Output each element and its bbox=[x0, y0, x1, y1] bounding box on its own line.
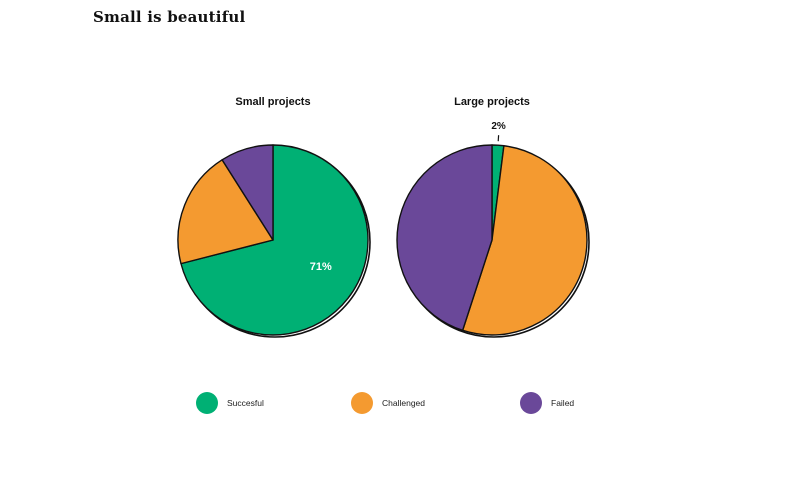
pie-slice-small-challenged bbox=[177, 159, 274, 265]
legend: Succesful Challenged Failed bbox=[0, 392, 800, 416]
pie-title-small: Small projects bbox=[235, 96, 310, 108]
legend-swatch-successful bbox=[196, 392, 218, 414]
legend-label-successful: Succesful bbox=[227, 398, 264, 408]
pie-small: Small projects 71% bbox=[177, 96, 371, 338]
pie-large: Large projects 2% bbox=[396, 96, 590, 338]
pie-slice-small-failed bbox=[221, 144, 274, 241]
pie-title-large: Large projects bbox=[454, 96, 530, 108]
legend-label-challenged: Challenged bbox=[382, 398, 426, 408]
legend-swatch-failed bbox=[520, 392, 542, 414]
legend-label-failed: Failed bbox=[551, 398, 575, 408]
legend-item-challenged: Challenged bbox=[351, 392, 425, 414]
legend-item-failed: Failed bbox=[520, 392, 574, 414]
pie-slice-large-failed bbox=[396, 144, 493, 332]
pie-slice-large-challenged bbox=[461, 145, 588, 336]
data-label-small-successful: 71% bbox=[310, 261, 332, 273]
pie-slice-small-successful bbox=[180, 144, 369, 336]
data-label-large-successful: 2% bbox=[491, 121, 506, 132]
page-title: Small is beautiful bbox=[93, 8, 246, 26]
legend-item-successful: Succesful bbox=[196, 392, 264, 414]
legend-swatch-challenged bbox=[351, 392, 373, 414]
